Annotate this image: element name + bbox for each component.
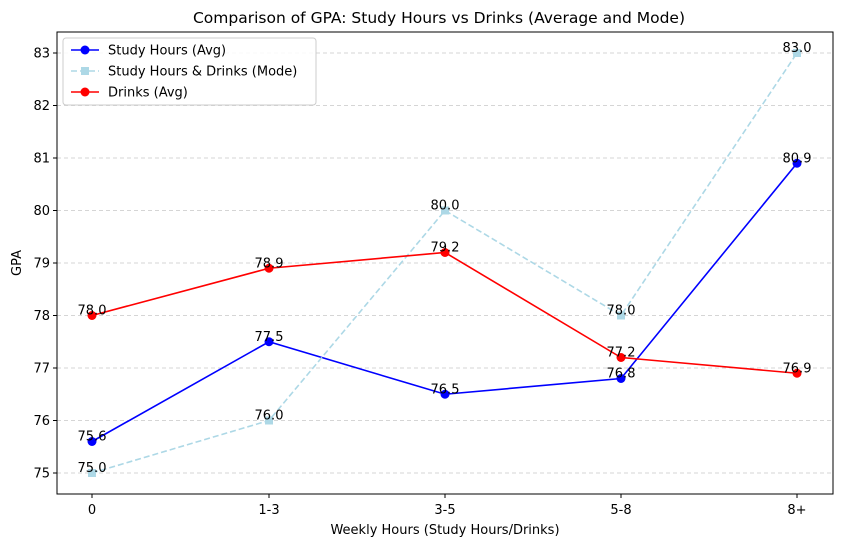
study-drinks-mode-data-label: 75.0 [78,461,107,476]
legend: Study Hours (Avg) Study Hours & Drinks (M… [62,37,317,106]
study-hours-avg-data-label: 77.5 [255,330,284,345]
drinks-avg-point [264,263,274,273]
drinks-avg-point [440,248,450,257]
study-drinks-mode-line [91,52,798,474]
drinks-avg-point [87,311,97,320]
drinks-avg-legend-marker [80,87,90,97]
drinks-avg-data-label: 76.9 [783,361,812,376]
y-tick-label: 78 [33,309,50,324]
study-hours-avg-legend-label: Study Hours (Avg) [108,44,226,59]
study-hours-avg-point [440,389,450,399]
study-drinks-mode-data-label: 83.0 [783,41,812,56]
y-tick-label: 76 [33,414,50,429]
x-tick-label: 5-8 [610,503,631,518]
study-drinks-mode-data-label: 80.0 [431,199,460,214]
x-tick-label: 3-5 [434,503,455,518]
legend-box [62,37,317,106]
study-drinks-mode-legend-marker [81,67,89,75]
series-layer [87,49,802,477]
study-hours-avg-legend-marker [80,45,90,55]
drinks-avg-legend-label: Drinks (Avg) [108,86,188,101]
study-drinks-mode-legend-label: Study Hours & Drinks (Mode) [108,65,297,80]
study-hours-avg-data-label: 80.9 [783,151,812,166]
drinks-avg-data-label: 78.0 [78,304,107,319]
drinks-avg-line [91,251,798,375]
y-tick-label: 83 [33,47,50,62]
y-tick-label: 80 [33,204,50,219]
study-hours-avg-data-label: 76.8 [607,367,636,382]
y-tick-label: 77 [33,362,50,377]
study-drinks-mode-point [88,469,96,477]
drinks-avg-point [616,353,626,362]
gridlines [57,52,833,474]
study-drinks-mode-point [617,311,625,320]
study-hours-avg-point [792,158,802,168]
chart-title: Comparison of GPA: Study Hours vs Drinks… [193,9,685,27]
axis-ticks: 75 76 77 78 79 80 81 82 83 0 1-3 3-5 5-8 8+ [33,47,806,519]
study-hours-avg-data-label: 75.6 [78,430,107,445]
drinks-avg-data-label: 79.2 [431,241,460,256]
drinks-avg-data-label: 78.9 [255,256,284,271]
x-tick-label: 1-3 [258,503,279,518]
drinks-avg-point [792,368,802,378]
study-drinks-mode-point [793,49,801,57]
y-tick-label: 79 [33,257,50,272]
study-hours-avg-point [264,337,274,347]
y-axis-label: GPA [10,250,25,276]
data-labels: 75.6 77.5 76.5 76.8 80.9 75.0 76.0 80.0 78.0 83.0… [78,41,812,476]
study-hours-avg-point [87,437,97,446]
y-tick-label: 82 [33,99,50,114]
study-drinks-mode-data-label: 78.0 [607,304,636,319]
y-tick-label: 75 [33,467,50,482]
x-tick-label: 0 [88,503,96,518]
x-axis-label: Weekly Hours (Study Hours/Drinks) [330,523,559,538]
x-tick-label: 8+ [787,503,806,518]
y-tick-label: 81 [33,152,50,167]
study-hours-avg-point [616,374,626,383]
study-drinks-mode-data-label: 76.0 [255,409,284,424]
study-drinks-mode-point [265,416,273,425]
study-hours-avg-data-label: 76.5 [431,382,460,397]
study-drinks-mode-point [441,206,449,215]
drinks-avg-data-label: 77.2 [607,346,636,361]
